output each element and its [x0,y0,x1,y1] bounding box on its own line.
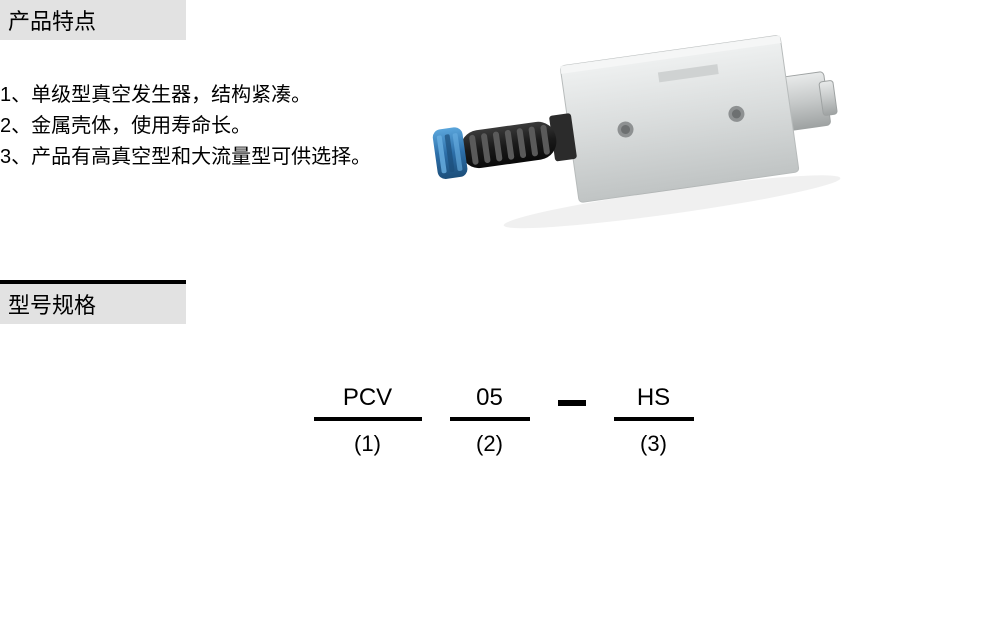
model-dash [558,400,586,406]
model-part-1-sub: (1) [354,431,381,457]
model-part-1-line [314,417,422,421]
features-title: 产品特点 [0,0,186,40]
model-part-3-sub: (3) [640,431,667,457]
feature-item-2: 2、金属壳体，使用寿命长。 [0,111,371,142]
model-part-3-label: HS [637,384,670,413]
product-image [401,0,871,250]
model-part-3-line [614,417,694,421]
model-title: 型号规格 [0,284,186,324]
model-header: 型号规格 [0,280,1007,324]
model-part-2-sub: (2) [476,431,503,457]
features-list: 1、单级型真空发生器，结构紧凑。 2、金属壳体，使用寿命长。 3、产品有高真空型… [0,80,371,173]
model-part-2-line [450,417,530,421]
model-part-3: HS (3) [614,384,694,457]
model-part-2-label: 05 [476,384,503,413]
feature-item-1: 1、单级型真空发生器，结构紧凑。 [0,80,371,111]
feature-item-3: 3、产品有高真空型和大流量型可供选择。 [0,142,371,173]
features-header: 产品特点 [0,0,371,40]
model-code: PCV (1) 05 (2) HS (3) [0,384,1007,457]
model-part-1: PCV (1) [314,384,422,457]
model-part-1-label: PCV [343,384,392,413]
model-part-2: 05 (2) [450,384,530,457]
